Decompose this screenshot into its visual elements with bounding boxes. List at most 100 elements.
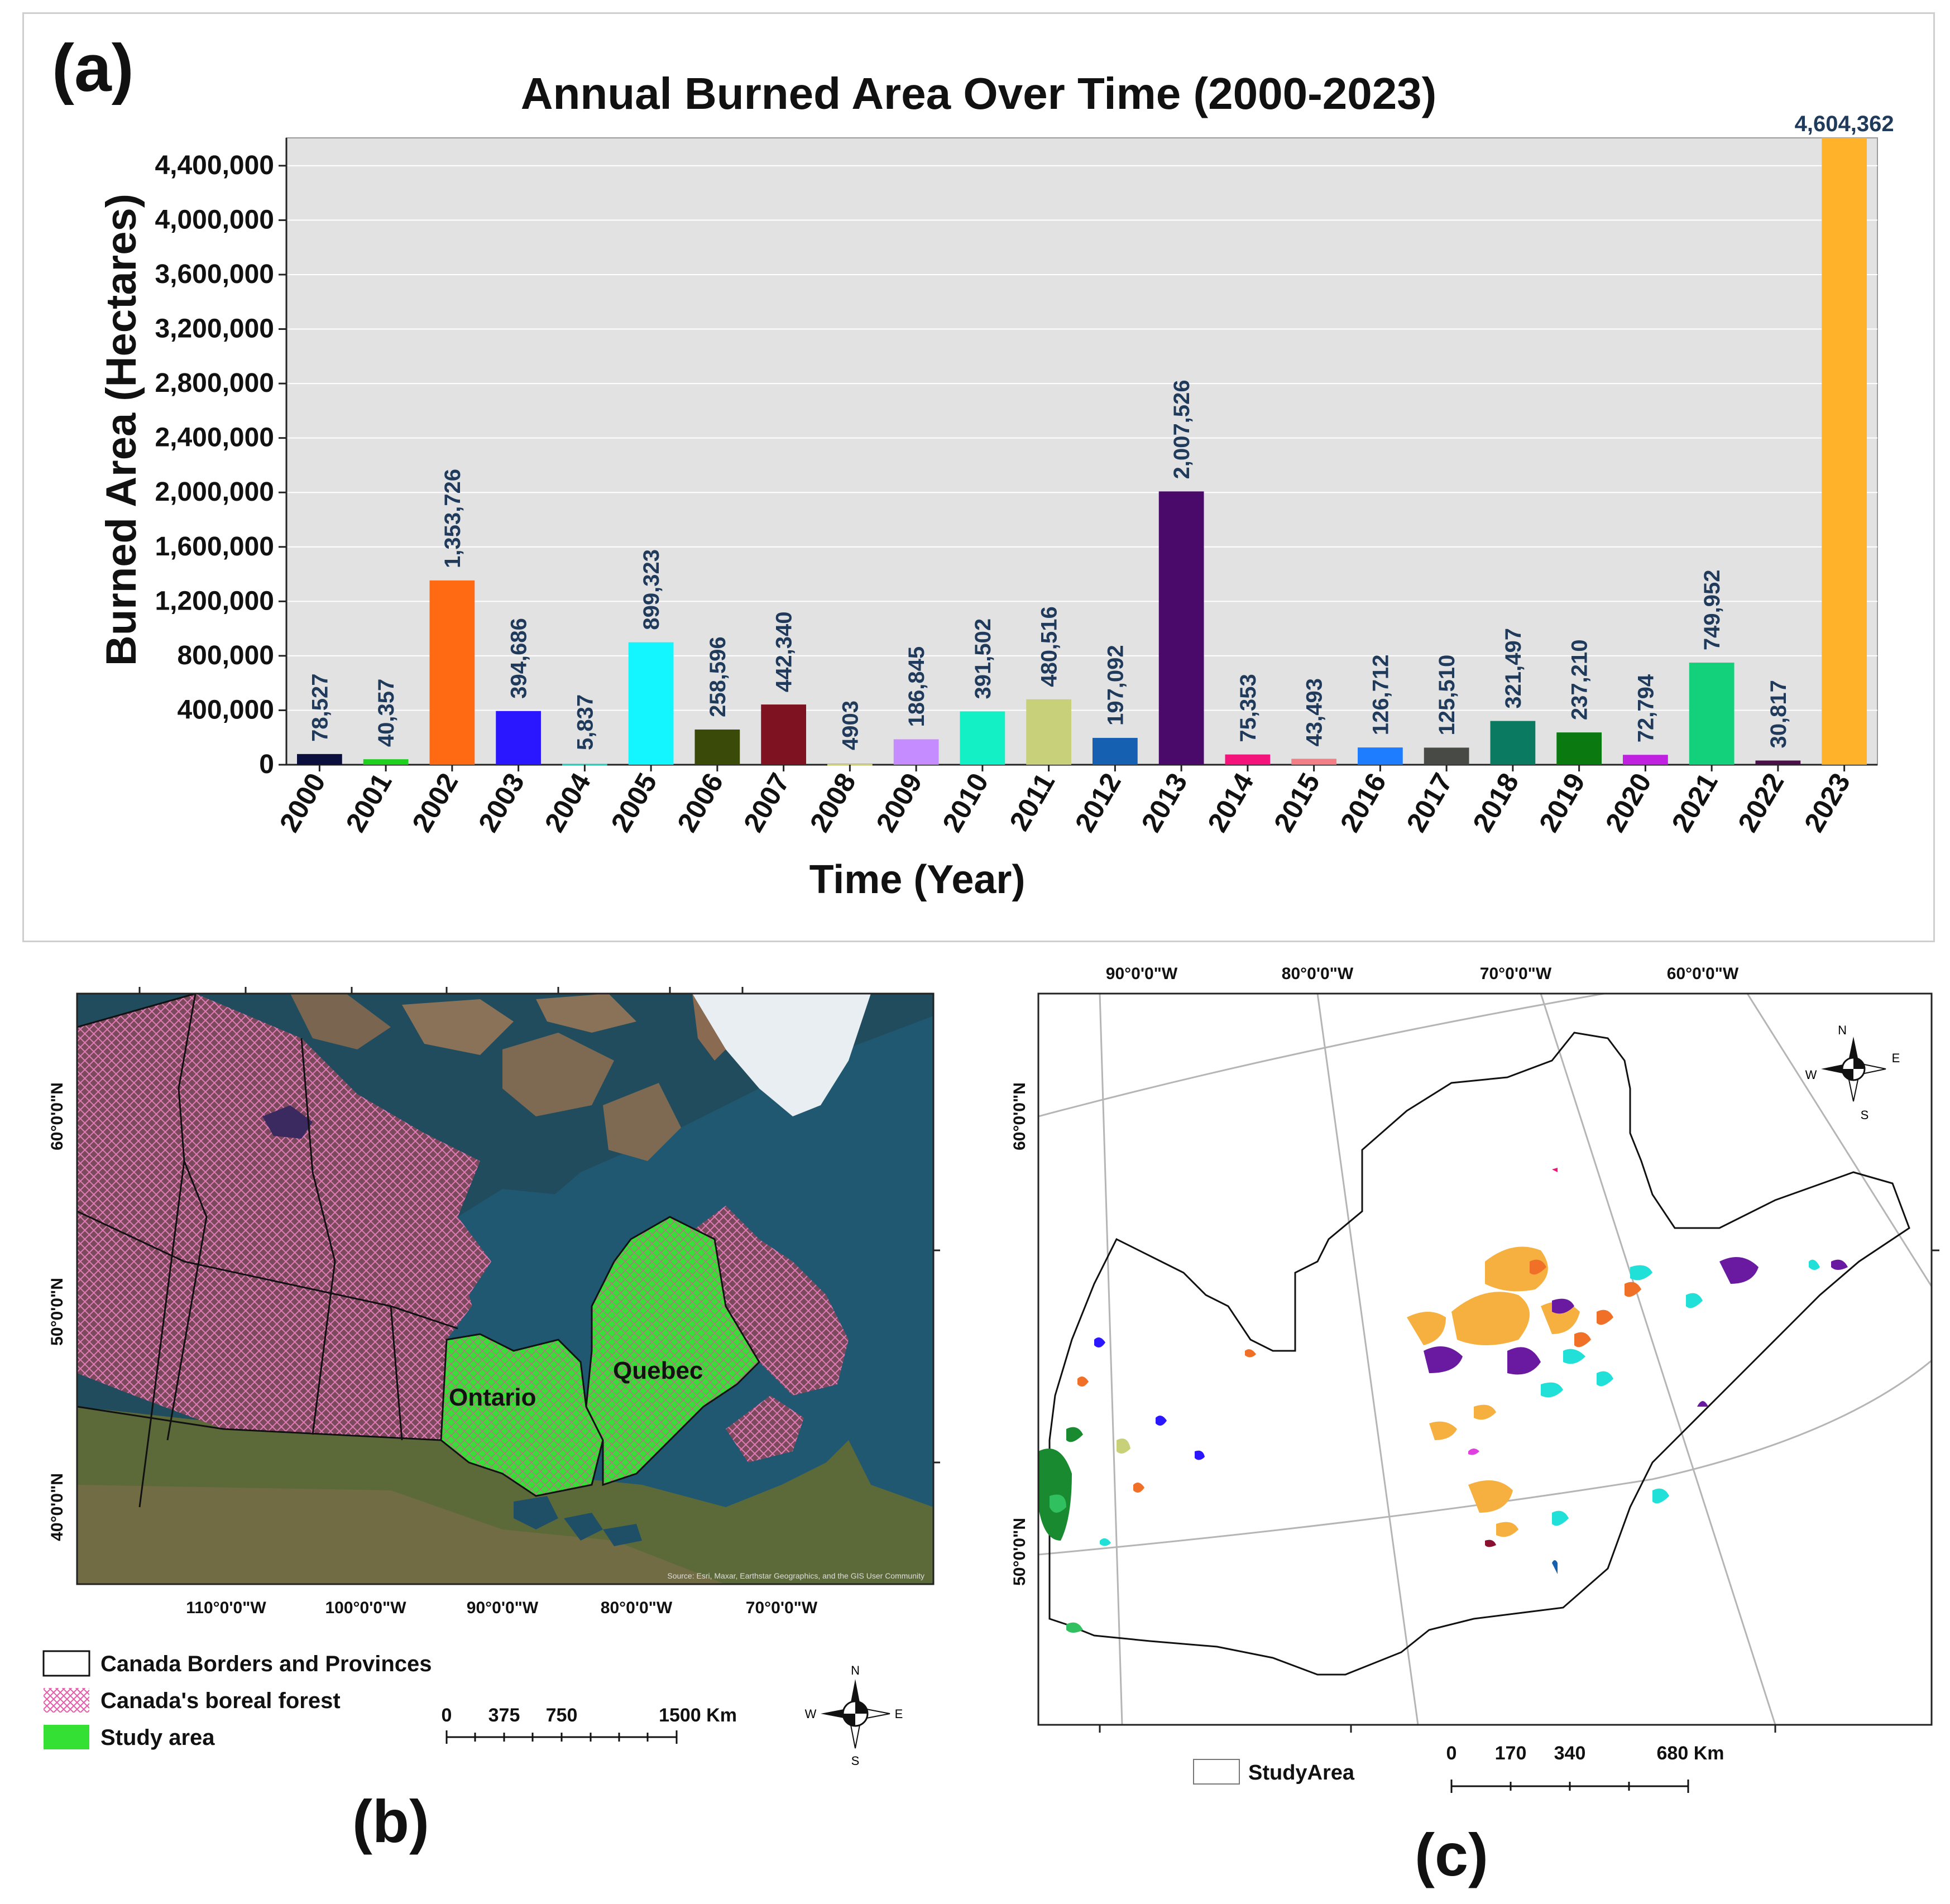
bar-2016 [1358,747,1403,765]
panel-c-map-figure: 90°0'0"W 80°0'0"W 70°0'0"W 60°0'0"W 60°0… [1010,965,1939,1888]
bar-2010 [960,711,1005,765]
legend-label-study: Study area [100,1725,215,1750]
bar-2005 [628,642,674,765]
x-tick-label-2008: 2008 [804,768,862,837]
c-lat-label-60: 60°0'0"N [1010,1082,1029,1150]
value-label-2002: 1,353,726 [440,469,465,568]
x-tick-label-2022: 2022 [1732,768,1790,837]
svg-text:340: 340 [1554,1743,1586,1764]
y-tick-label: 2,000,000 [155,477,274,507]
bar-2013 [1158,491,1204,765]
y-tick-label: 4,400,000 [155,151,274,180]
value-label-2010: 391,502 [971,618,995,699]
panel-b-map-figure: Ontario Quebec Source: Esri, Maxar, Eart… [42,987,940,1855]
y-axis-label: Burned Area (Hectares) [98,194,145,666]
bar-2023 [1822,138,1867,765]
bar-2014 [1225,754,1271,765]
bar-2002 [429,580,475,765]
value-label-2019: 237,210 [1568,640,1592,721]
lat-label-40: 40°0'0"N [48,1473,66,1541]
x-tick-label-2023: 2023 [1798,768,1856,837]
c-legend-swatch [1193,1759,1240,1785]
x-tick-label-2018: 2018 [1467,768,1525,837]
y-tick-label: 1,200,000 [155,586,274,616]
annual-burned-area-chart: Annual Burned Area Over Time (2000-2023)… [98,69,1894,902]
value-label-2012: 197,092 [1103,645,1128,726]
study-area-outline [1048,1032,1910,1676]
bar-2009 [893,739,939,765]
value-label-2022: 30,817 [1766,680,1791,748]
bar-2003 [496,711,541,765]
bar-2007 [761,704,806,765]
y-tick-label: 1,600,000 [155,532,274,562]
value-label-2018: 321,497 [1501,628,1526,709]
bar-2021 [1689,663,1735,765]
x-tick-label-2007: 2007 [737,768,796,837]
svg-text:1500 Km: 1500 Km [659,1705,737,1726]
panel-c-compass-icon: N S E W [1805,1023,1900,1122]
bar-2019 [1556,732,1602,765]
svg-text:W: W [1805,1068,1817,1082]
svg-text:170: 170 [1495,1743,1527,1764]
value-label-2005: 899,323 [639,549,664,630]
panel-b-scale-bar: 0 375 750 1500 Km [442,1705,737,1744]
y-tick-label: 2,800,000 [155,368,274,398]
bar-2017 [1424,747,1469,765]
x-tick-label-2019: 2019 [1533,768,1591,837]
lon-label-80: 80°0'0"W [601,1599,673,1617]
svg-text:E: E [895,1707,903,1721]
c-lon-label-70: 70°0'0"W [1480,965,1552,983]
value-label-2013: 2,007,526 [1170,380,1194,479]
value-label-2003: 394,686 [507,618,531,699]
value-label-2017: 125,510 [1435,655,1459,736]
x-tick-label-2004: 2004 [539,768,597,837]
legend-label-boreal: Canada's boreal forest [100,1689,341,1713]
lat-label-50: 50°0'0"N [48,1278,66,1346]
x-tick-label-2000: 2000 [274,768,332,837]
bar-2006 [694,729,740,765]
x-tick-label-2002: 2002 [406,768,464,837]
legend-label-borders: Canada Borders and Provinces [100,1652,432,1676]
c-lon-label-90: 90°0'0"W [1106,965,1178,983]
x-tick-label-2003: 2003 [472,768,530,837]
y-tick-label: 800,000 [177,641,274,670]
x-tick-label-2006: 2006 [671,768,729,837]
lon-label-70: 70°0'0"W [746,1599,818,1617]
x-tick-label-2011: 2011 [1003,768,1061,836]
legend-swatch-boreal [44,1688,89,1713]
svg-text:N: N [851,1663,860,1677]
plot-area [286,137,1878,765]
bar-2000 [297,754,342,765]
quebec-study-area [585,1216,760,1486]
y-tick-label: 0 [259,750,274,779]
y-tick-label: 3,200,000 [155,314,274,344]
bar-2018 [1490,721,1536,765]
lon-label-110: 110°0'0"W [186,1599,266,1617]
x-tick-label-2005: 2005 [605,768,663,837]
value-label-2000: 78,527 [308,674,332,742]
x-tick-label-2016: 2016 [1334,768,1392,837]
x-tick-label-2009: 2009 [870,768,928,837]
basemap-source: Source: Esri, Maxar, Earthstar Geographi… [667,1571,924,1580]
value-label-2016: 126,712 [1368,655,1393,736]
x-tick-label-2020: 2020 [1599,768,1657,837]
svg-text:0: 0 [442,1705,452,1726]
c-legend-label: StudyArea [1248,1761,1355,1785]
x-tick-label-2001: 2001 [340,768,398,837]
panel-c-scale-bar: 0 170 340 680 Km [1446,1743,1724,1793]
x-tick-label-2014: 2014 [1201,768,1259,837]
svg-text:680 Km: 680 Km [1657,1743,1724,1764]
svg-text:375: 375 [488,1705,520,1726]
lon-label-90: 90°0'0"W [467,1599,539,1617]
chart-title: Annual Burned Area Over Time (2000-2023) [521,69,1437,118]
graticule [1038,994,1932,1725]
legend-swatch-study [44,1725,89,1749]
value-label-2007: 442,340 [772,612,797,693]
svg-text:W: W [805,1707,817,1721]
bar-2012 [1093,737,1138,765]
bar-2011 [1026,699,1071,765]
svg-text:750: 750 [546,1705,578,1726]
c-lat-label-50: 50°0'0"N [1010,1518,1029,1586]
value-label-2009: 186,845 [904,646,929,727]
lon-label-100: 100°0'0"W [325,1599,406,1617]
